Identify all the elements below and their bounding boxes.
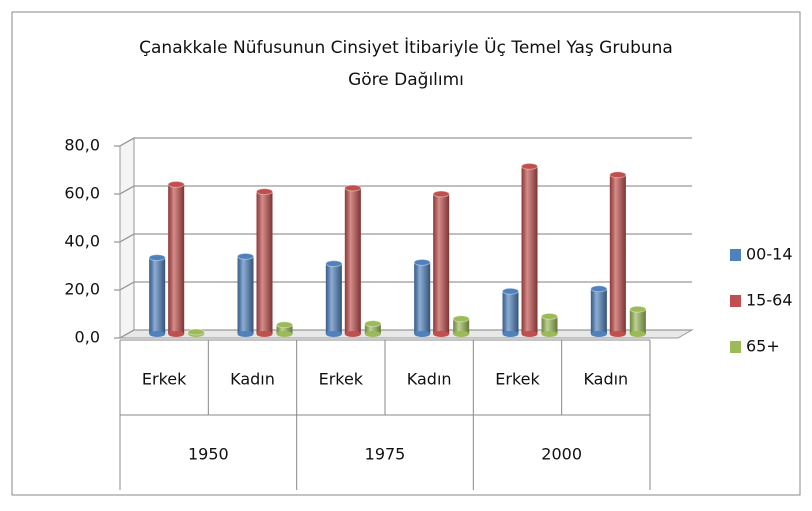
bar-shade [276,324,293,334]
x-group-label: 1950 [188,445,229,464]
bar-shade [453,318,470,334]
bar-top [609,171,627,179]
bar-top [364,320,382,328]
x-tick-label: Erkek [495,370,540,389]
bar-top [629,305,647,313]
bar-base [276,331,293,337]
bar-shade [168,184,185,334]
bar-shade [325,263,342,334]
bar-top [590,285,608,293]
bar-top [167,180,185,188]
bar-shade [521,166,538,334]
bar-base [609,331,626,337]
legend-label: 15-64 [746,291,793,310]
bar-base [541,331,558,337]
bar-base [453,331,470,337]
bar-top [541,312,558,320]
bar-shade [433,194,450,334]
y-tick-label: 40,0 [64,232,100,251]
bar-shade [502,291,519,334]
bar-shade [344,188,361,334]
bar-top [256,188,273,196]
y-tick-label: 80,0 [64,136,100,155]
x-tick-label: Erkek [319,370,364,389]
chart-title: Çanakkale Nüfusunun Cinsiyet İtibariyle … [139,36,673,58]
grid-line [114,185,692,195]
bar-shade [149,257,166,334]
y-tick-label: 60,0 [64,184,100,203]
bar-base [629,331,646,337]
x-tick-label: Kadın [407,370,452,389]
bar-top [413,258,431,266]
bar-base [502,331,519,337]
bar-top [325,260,343,268]
bar-top [187,328,205,336]
bar-base [521,331,538,337]
grid-line [114,137,692,147]
bar-base [237,331,254,337]
x-tick-label: Kadın [583,370,628,389]
x-group-label: 1975 [365,445,406,464]
bar-top [432,190,450,198]
bar-shade [590,288,607,334]
legend-swatch [730,295,741,307]
bar-base [168,331,185,337]
bar-top [344,184,362,192]
grid-line [114,329,692,339]
legend-label: 00-14 [746,245,793,264]
bar-top [452,315,470,323]
bar-base [149,331,166,337]
bar-shade [237,256,254,334]
bar-base [364,331,381,337]
y-tick-label: 0,0 [75,328,100,347]
bar-top [276,321,293,329]
bar-base [256,331,273,337]
y-tick-label: 20,0 [64,280,100,299]
bar-base [414,331,431,337]
chart-title: Göre Dağılımı [348,70,464,90]
grid-line [114,233,692,243]
x-group-label: 2000 [541,445,582,464]
bar-base [325,331,342,337]
bar-shade [414,262,431,334]
bar-top [521,162,538,170]
bar-shade [256,191,273,334]
bar-shade [629,309,646,334]
bar-base [433,331,450,337]
legend-swatch [730,341,741,353]
bar-top [502,287,519,295]
bar-top [237,252,254,260]
bar-base [344,331,361,337]
bar-top [148,254,166,262]
bar-shade [541,316,558,334]
grid-line [114,281,692,291]
x-tick-label: Erkek [142,370,187,389]
bar-shade [364,323,381,334]
bar-shade [609,174,626,334]
bar-base [590,331,607,337]
legend-swatch [730,249,741,261]
x-tick-label: Kadın [230,370,275,389]
legend-label: 65+ [746,337,780,356]
